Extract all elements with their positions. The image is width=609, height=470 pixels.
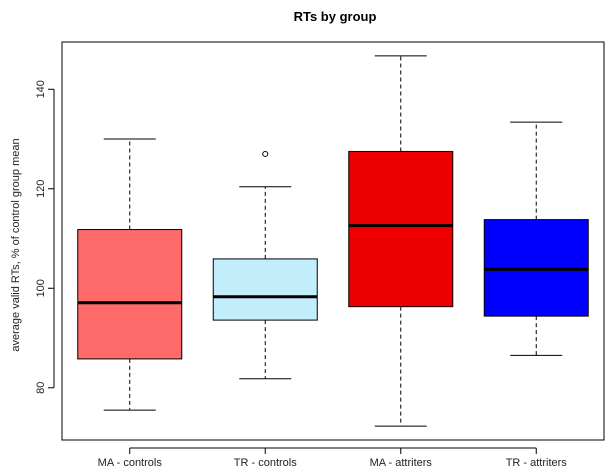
- x-tick-label: TR - controls: [234, 457, 297, 469]
- box-iqr: [348, 150, 454, 308]
- box-iqr: [212, 258, 318, 321]
- y-axis-label: average valid RTs, % of control group me…: [10, 138, 22, 351]
- box-group: [212, 150, 318, 380]
- box-group: [483, 121, 589, 356]
- y-axis: 80 100 120 140: [35, 80, 55, 394]
- box-group: [77, 138, 183, 411]
- y-tick-label: 100: [35, 279, 47, 297]
- box-group: [348, 55, 454, 427]
- y-tick-label: 140: [35, 80, 47, 98]
- box-iqr: [77, 229, 183, 360]
- y-tick-label: 80: [35, 382, 47, 394]
- x-tick-label: MA - attriters: [370, 457, 433, 469]
- outlier-point: [262, 150, 269, 157]
- plot-frame: [61, 41, 605, 441]
- chart-title: RTs by group: [294, 9, 377, 24]
- boxes: [77, 55, 589, 427]
- y-tick-label: 120: [35, 180, 47, 198]
- x-axis: MA - controls TR - controls MA - attriters…: [98, 447, 568, 469]
- x-tick-label: MA - controls: [98, 457, 163, 469]
- x-tick-label: TR - attriters: [506, 457, 568, 469]
